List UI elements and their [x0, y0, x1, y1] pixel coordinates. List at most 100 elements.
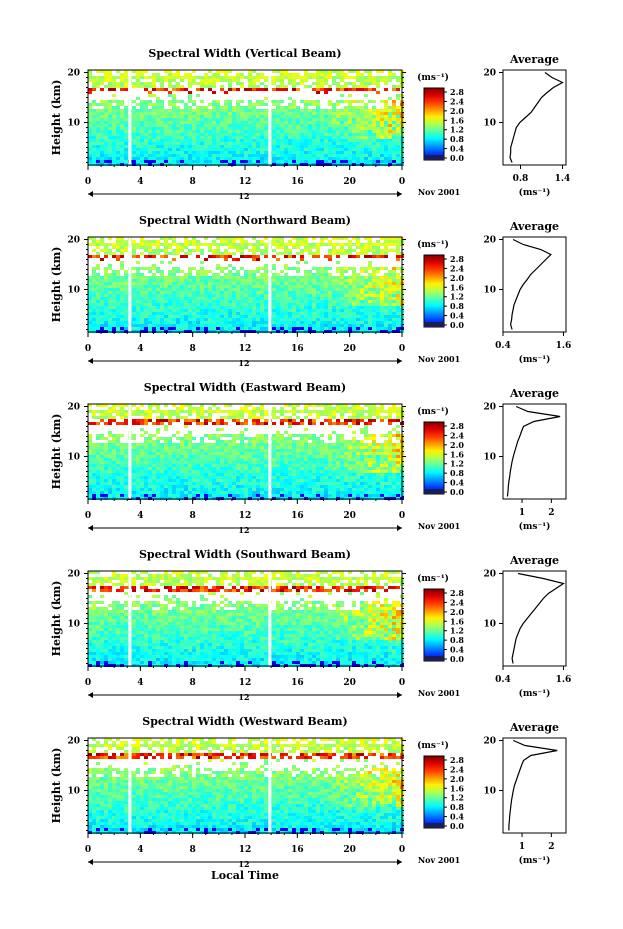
date-label: Nov 2001 — [418, 855, 460, 865]
colorbar-tick-label: 1.2 — [450, 292, 464, 302]
x-tick-label: 0 — [85, 177, 91, 187]
avg-y-tick-label: 20 — [483, 69, 496, 79]
x-tick-label: 20 — [343, 344, 356, 354]
colorbar-tick-label: 0.8 — [450, 468, 464, 478]
y-tick-label: 20 — [67, 570, 80, 580]
avg-y-tick-label: 10 — [483, 119, 496, 129]
colorbar-tick-label: 2.8 — [450, 588, 464, 598]
average-title: Average — [509, 554, 559, 567]
panel-title: Spectral Width (Southward Beam) — [139, 548, 351, 561]
panel-title: Spectral Width (Eastward Beam) — [144, 381, 346, 394]
x-tick-label: 0 — [399, 678, 405, 688]
x-tick-label: 8 — [190, 845, 196, 855]
average-profile: Average 10 20 1 2 (ms⁻¹) — [483, 387, 567, 532]
colorbar-tick-label: 0.8 — [450, 635, 464, 645]
y-tick-label: 10 — [67, 620, 80, 630]
y-tick-label: 20 — [67, 236, 80, 246]
heatmap — [88, 738, 404, 834]
avg-y-tick-label: 20 — [483, 403, 496, 413]
avg-y-tick-label: 10 — [483, 453, 496, 463]
avg-y-tick-label: 20 — [483, 236, 496, 246]
heatmap — [88, 404, 404, 500]
y-tick-label: 10 — [67, 286, 80, 296]
x-tick-label: 0 — [399, 344, 405, 354]
colorbar-tick-label: 0.8 — [450, 802, 464, 812]
colorbar-tick-label: 2.8 — [450, 421, 464, 431]
colorbar-tick-label: 2.4 — [450, 263, 464, 273]
x-tick-label: 16 — [291, 511, 304, 521]
y-axis-label: Height (km) — [50, 581, 63, 657]
colorbar-tick-label: 1.6 — [450, 282, 464, 292]
avg-x-tick-label: 1 — [519, 508, 525, 518]
average-frame — [502, 737, 567, 834]
data-gap — [128, 70, 132, 165]
colorbar-tick-label: 2.8 — [450, 254, 464, 264]
avg-y-tick-label: 10 — [483, 787, 496, 797]
colorbar-tick-label: 0.4 — [450, 478, 464, 488]
x-tick-label: 4 — [137, 511, 143, 521]
colorbar-tick-label: 2.0 — [450, 273, 464, 283]
x-tick-label: 12 — [239, 678, 252, 688]
average-profile: Average 10 20 0.8 1.4 (ms⁻¹) — [483, 53, 570, 198]
avg-x-axis-label: (ms⁻¹) — [519, 855, 551, 866]
x-tick-label: 20 — [343, 177, 356, 187]
average-profile-line — [509, 238, 552, 330]
avg-x-tick-label: 1.6 — [556, 675, 572, 685]
x-tick-label: 0 — [85, 845, 91, 855]
date-label: Nov 2001 — [418, 187, 460, 197]
colorbar — [423, 87, 445, 161]
colorbar-tick-label: 2.8 — [450, 755, 464, 765]
x-tick-label: 16 — [291, 678, 304, 688]
avg-x-tick-label: 0.8 — [513, 174, 529, 184]
average-profile-line — [511, 572, 565, 664]
x-tick-label: 16 — [291, 845, 304, 855]
data-gap — [268, 571, 272, 666]
x-tick-label: 20 — [343, 511, 356, 521]
colorbar-tick-label: 0.4 — [450, 645, 464, 655]
colorbar-tick-label: 2.0 — [450, 440, 464, 450]
panel-5: Spectral Width (Westward Beam)1020Height… — [50, 715, 567, 869]
avg-x-tick-label: 0.4 — [495, 675, 511, 685]
day-label: 12 — [238, 525, 249, 535]
x-tick-label: 8 — [190, 678, 196, 688]
data-gap — [128, 571, 132, 666]
colorbar-tick-label: 0.4 — [450, 144, 464, 154]
y-axis-label: Height (km) — [50, 414, 63, 490]
average-profile-line — [509, 72, 564, 163]
y-tick-label: 10 — [67, 453, 80, 463]
colorbar-tick-label: 0.0 — [450, 821, 464, 831]
average-title: Average — [509, 220, 559, 233]
colorbar-unit-label: (ms⁻¹) — [417, 406, 449, 417]
x-tick-label: 8 — [190, 177, 196, 187]
colorbar-tick-label: 2.4 — [450, 96, 464, 106]
average-frame — [502, 236, 567, 333]
panel-1: Spectral Width (Vertical Beam) 10 20 Height… — [50, 47, 570, 201]
colorbar-tick-label: 1.2 — [450, 125, 464, 135]
panel-2: Spectral Width (Northward Beam) 10 20 Heigh… — [50, 214, 571, 368]
x-tick-label: 0 — [85, 344, 91, 354]
x-tick-label: 16 — [291, 344, 304, 354]
y-axis-label: Height (km) — [50, 80, 63, 156]
avg-x-tick-label: 2 — [548, 842, 554, 852]
avg-x-tick-label: 2 — [548, 508, 554, 518]
x-axis-label: Local Time — [211, 869, 279, 882]
colorbar-tick-label: 1.2 — [450, 793, 464, 803]
average-frame — [502, 69, 567, 166]
data-gap — [128, 404, 132, 499]
avg-x-axis-label: (ms⁻¹) — [519, 521, 551, 532]
x-tick-label: 0 — [399, 511, 405, 521]
data-gap — [268, 404, 272, 499]
panel-title: Spectral Width (Northward Beam) — [139, 214, 351, 227]
average-title: Average — [509, 53, 559, 66]
colorbar-tick-label: 2.0 — [450, 106, 464, 116]
y-tick-label: 10 — [67, 119, 80, 129]
average-profile: Average 10 20 0.4 1.6 (ms⁻¹) — [483, 554, 571, 699]
colorbar-unit-label: (ms⁻¹) — [417, 573, 449, 584]
data-gap — [128, 237, 132, 332]
heatmap — [88, 571, 404, 667]
colorbar-tick-label: 2.0 — [450, 607, 464, 617]
colorbar-tick-label: 0.0 — [450, 153, 464, 163]
average-frame — [502, 403, 567, 500]
average-profile: Average 10 20 1 2 (ms⁻¹) — [483, 721, 567, 866]
